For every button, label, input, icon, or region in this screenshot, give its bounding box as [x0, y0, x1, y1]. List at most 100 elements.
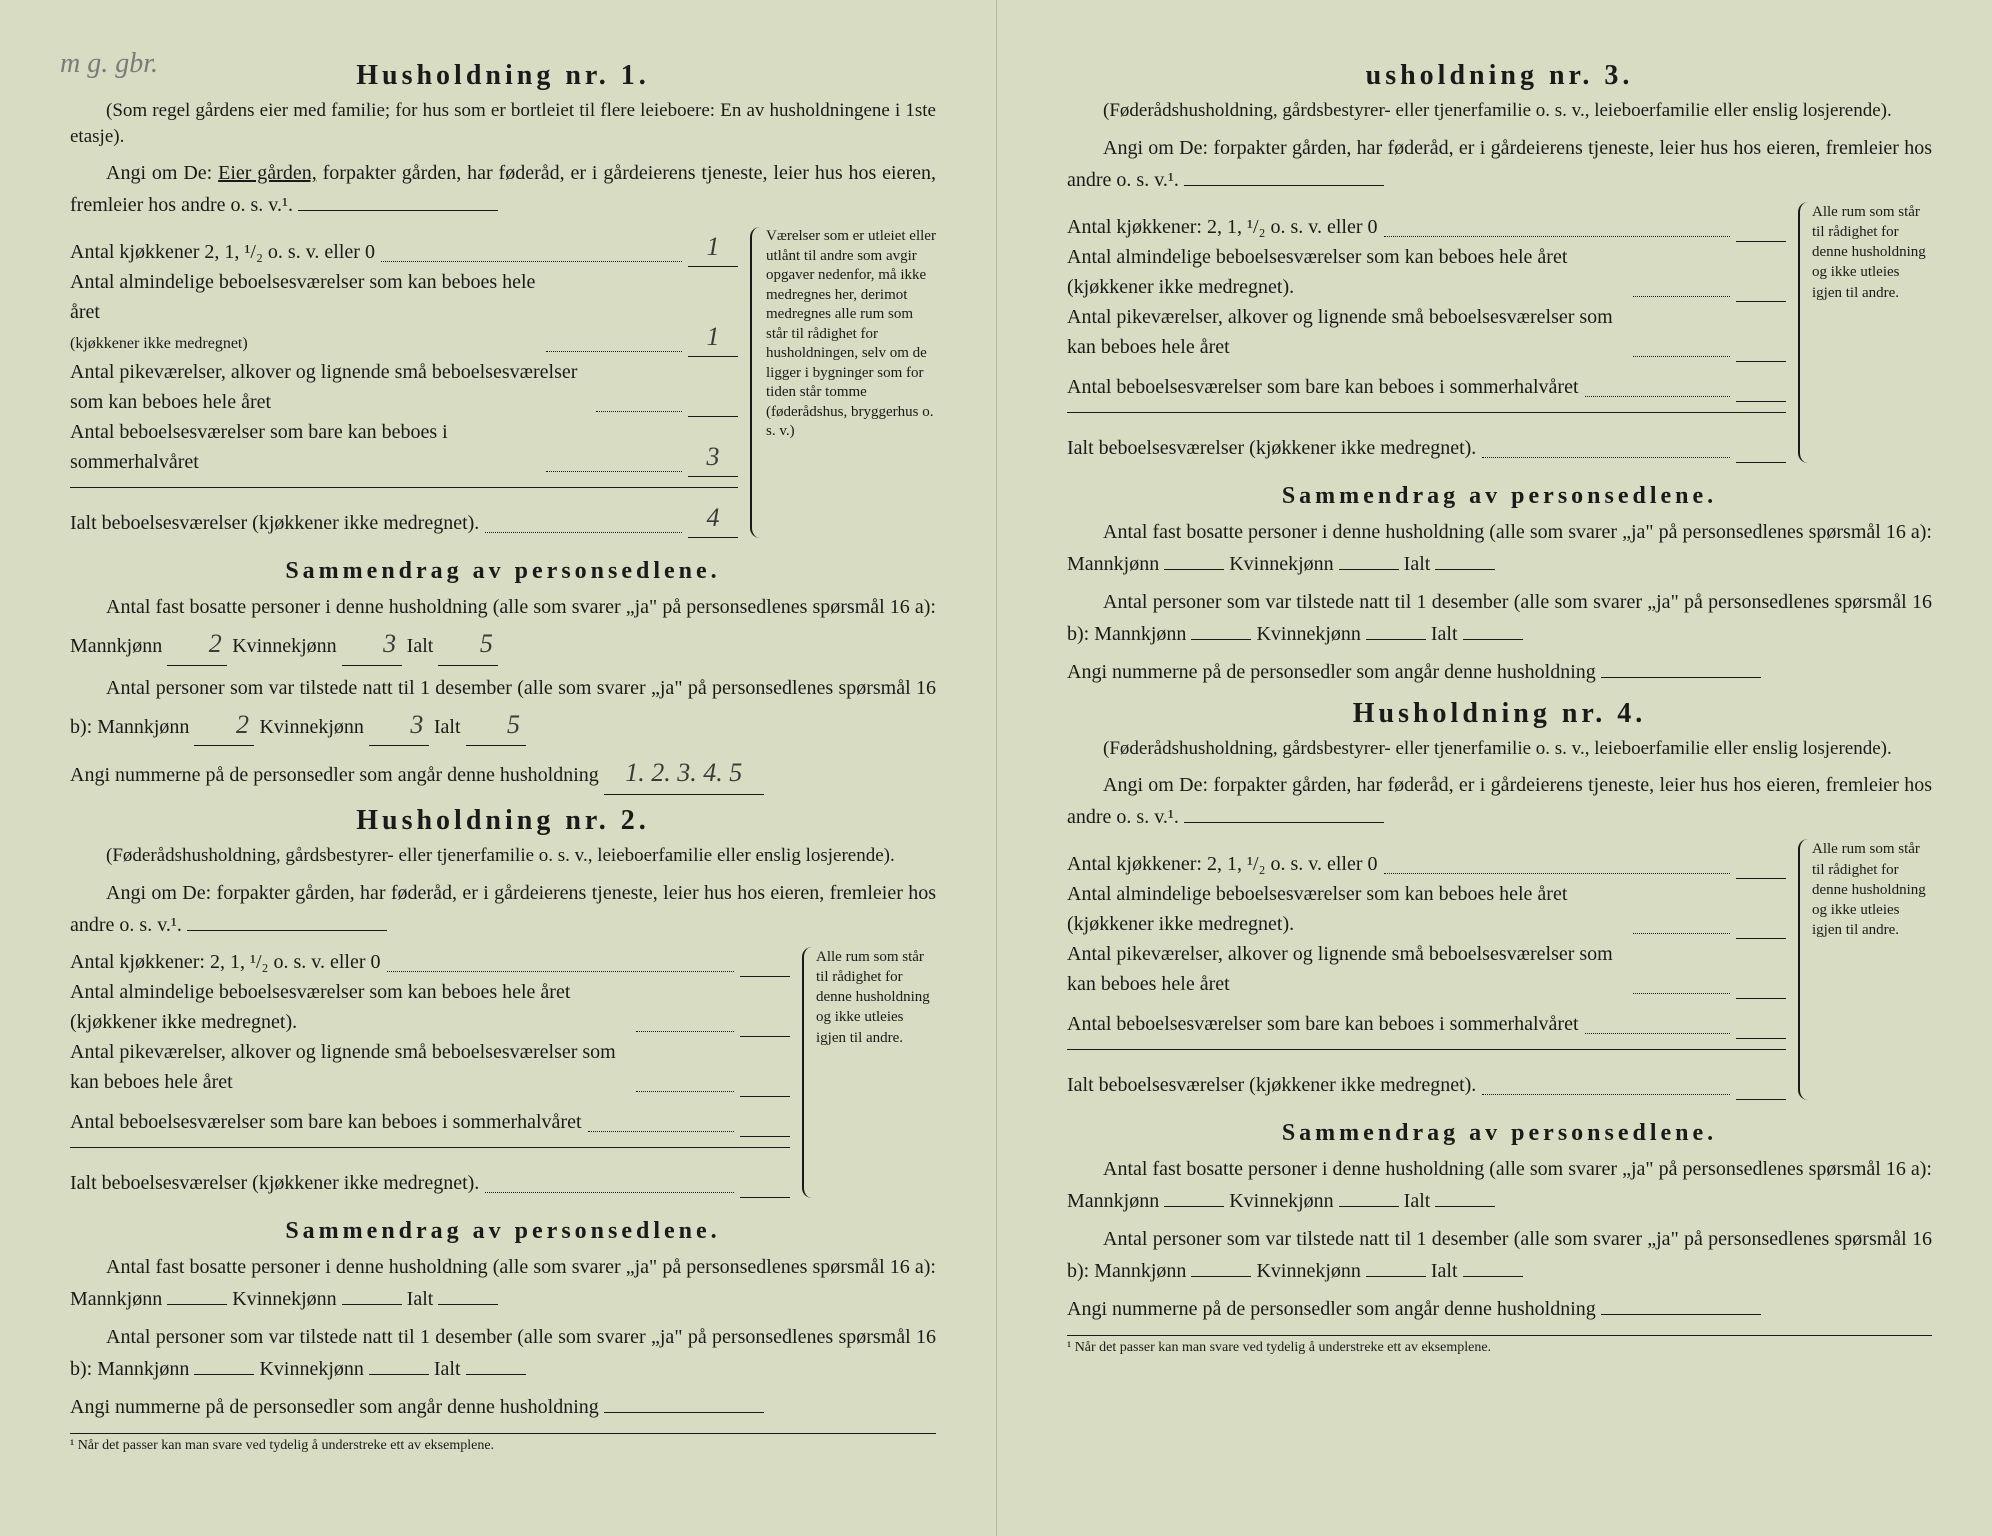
- q16b-tlabel: Ialt: [434, 716, 461, 738]
- left-leaf: m g. gbr. Husholdning nr. 1. (Som regel …: [0, 0, 996, 1536]
- q16a-m-3[interactable]: [1164, 569, 1224, 570]
- roomssmall-value-2[interactable]: .: [740, 1057, 790, 1097]
- household-4-q16b: Antal personer som var tilstede natt til…: [1067, 1223, 1932, 1287]
- household-3-sammendrag: Sammendrag av personsedlene.: [1067, 483, 1932, 510]
- row-kitchens-3: Antal kjøkkener: 2, 1, ¹/₂ o. s. v. elle…: [1067, 202, 1786, 242]
- household-2-sammendrag: Sammendrag av personsedlene.: [70, 1218, 936, 1245]
- household-3-q16b: Antal personer som var tilstede natt til…: [1067, 586, 1932, 650]
- q16b-k-4[interactable]: [1366, 1276, 1426, 1277]
- roomssummer-label: Antal beboelsesværelser som bare kan beb…: [70, 417, 540, 477]
- roomsyear-value[interactable]: 1: [688, 317, 738, 357]
- roomstotal-value-2[interactable]: .: [740, 1158, 790, 1198]
- q16a-k-3[interactable]: [1339, 569, 1399, 570]
- q16b-klabel-4: Kvinnekjønn: [1256, 1260, 1360, 1282]
- q16a-tlabel-3: Ialt: [1404, 553, 1431, 575]
- q16b-t-3[interactable]: [1463, 639, 1523, 640]
- roomssummer-value-4[interactable]: .: [1736, 999, 1786, 1039]
- row-kitchens-4: Antal kjøkkener: 2, 1, ¹/₂ o. s. v. elle…: [1067, 839, 1786, 879]
- kitchens-label: Antal kjøkkener 2, 1, ¹/₂ o. s. v. eller…: [70, 237, 375, 267]
- q16a-m[interactable]: 2: [167, 623, 227, 666]
- q16a-klabel-2: Kvinnekjønn: [232, 1288, 336, 1310]
- row-roomstotal-2: Ialt beboelsesværelser (kjøkkener ikke m…: [70, 1158, 790, 1198]
- household-3-title: usholdning nr. 3.: [1067, 60, 1932, 92]
- household-3-nummerne: Angi nummerne på de personsedler som ang…: [1067, 656, 1932, 688]
- nummerne-value[interactable]: 1. 2. 3. 4. 5: [604, 752, 764, 795]
- row-roomssmall-3: Antal pikeværelser, alkover og lignende …: [1067, 302, 1786, 362]
- q16a-m-2[interactable]: [167, 1304, 227, 1305]
- roomssummer-value-2[interactable]: .: [740, 1097, 790, 1137]
- roomssummer-value-3[interactable]: .: [1736, 362, 1786, 402]
- roomsyear-label-4: Antal almindelige beboelsesværelser som …: [1067, 879, 1627, 939]
- q16b-k-3[interactable]: [1366, 639, 1426, 640]
- household-3-angi: Angi om De: forpakter gården, har føderå…: [1067, 132, 1932, 196]
- roomstotal-label-4: Ialt beboelsesværelser (kjøkkener ikke m…: [1067, 1070, 1476, 1100]
- q16a-t-4[interactable]: [1435, 1206, 1495, 1207]
- row-roomstotal-1: Ialt beboelsesværelser (kjøkkener ikke m…: [70, 498, 738, 538]
- q16b-t-2[interactable]: [466, 1374, 526, 1375]
- roomsyear-value-4[interactable]: .: [1736, 899, 1786, 939]
- q16b-tlabel-3: Ialt: [1431, 623, 1458, 645]
- kitchens-value-3[interactable]: .: [1736, 202, 1786, 242]
- nummerne-value-2[interactable]: [604, 1412, 764, 1413]
- roomssmall-label-4: Antal pikeværelser, alkover og lignende …: [1067, 939, 1627, 999]
- roomssummer-value[interactable]: 3: [688, 437, 738, 477]
- q16b-m-2[interactable]: [194, 1374, 254, 1375]
- q16b-t[interactable]: 5: [466, 704, 526, 747]
- angi-label: Angi om De:: [106, 162, 212, 184]
- q16a-k-4[interactable]: [1339, 1206, 1399, 1207]
- q16a-m-4[interactable]: [1164, 1206, 1224, 1207]
- q16b-m-4[interactable]: [1191, 1276, 1251, 1277]
- nummerne-value-4[interactable]: [1601, 1314, 1761, 1315]
- roomssmall-value[interactable]: [688, 416, 738, 417]
- row-roomssmall-4: Antal pikeværelser, alkover og lignende …: [1067, 939, 1786, 999]
- q16b-m-3[interactable]: [1191, 639, 1251, 640]
- household-2-rooms-section: Antal kjøkkener: 2, 1, ¹/₂ o. s. v. elle…: [70, 947, 936, 1198]
- row-roomssmall-2: Antal pikeværelser, alkover og lignende …: [70, 1037, 790, 1097]
- household-1-sammendrag: Sammendrag av personsedlene.: [70, 558, 936, 585]
- q16a-t-2[interactable]: [438, 1304, 498, 1305]
- household-4-brace-note: Alle rum som står til rådighet for denne…: [1798, 839, 1932, 1100]
- household-4-sammendrag: Sammendrag av personsedlene.: [1067, 1120, 1932, 1147]
- nummerne-value-3[interactable]: [1601, 677, 1761, 678]
- roomsyear-value-2[interactable]: .: [740, 997, 790, 1037]
- q16a-t[interactable]: 5: [438, 623, 498, 666]
- q16b-k-2[interactable]: [369, 1374, 429, 1375]
- footnote-right: ¹ Når det passer kan man svare ved tydel…: [1067, 1335, 1932, 1356]
- q16a-k-2[interactable]: [342, 1304, 402, 1305]
- household-4-nummerne: Angi nummerne på de personsedler som ang…: [1067, 1293, 1932, 1325]
- household-1-rooms-section: Antal kjøkkener 2, 1, ¹/₂ o. s. v. eller…: [70, 227, 936, 538]
- roomssummer-label-4: Antal beboelsesværelser som bare kan beb…: [1067, 1009, 1579, 1039]
- row-kitchens-1: Antal kjøkkener 2, 1, ¹/₂ o. s. v. eller…: [70, 227, 738, 267]
- roomstotal-value-3[interactable]: .: [1736, 423, 1786, 463]
- household-2-nummerne: Angi nummerne på de personsedler som ang…: [70, 1391, 936, 1423]
- kitchens-value[interactable]: 1: [688, 227, 738, 267]
- household-4-title: Husholdning nr. 4.: [1067, 698, 1932, 730]
- row-roomsyear-4: Antal almindelige beboelsesværelser som …: [1067, 879, 1786, 939]
- household-2-angi: Angi om De: forpakter gården, har føderå…: [70, 877, 936, 941]
- roomstotal-value-4[interactable]: .: [1736, 1060, 1786, 1100]
- q16b-klabel-3: Kvinnekjønn: [1256, 623, 1360, 645]
- roomsyear-label-3: Antal almindelige beboelsesværelser som …: [1067, 242, 1627, 302]
- kitchens-label-3: Antal kjøkkener: 2, 1, ¹/₂ o. s. v. elle…: [1067, 212, 1378, 242]
- household-1-intro: (Som regel gårdens eier med familie; for…: [70, 98, 936, 149]
- roomstotal-label-3: Ialt beboelsesværelser (kjøkkener ikke m…: [1067, 433, 1476, 463]
- roomsyear-value-3[interactable]: .: [1736, 262, 1786, 302]
- row-roomssummer-4: Antal beboelsesværelser som bare kan beb…: [1067, 999, 1786, 1039]
- roomssmall-value-3[interactable]: .: [1736, 322, 1786, 362]
- angi-fill: [298, 210, 498, 211]
- roomstotal-value[interactable]: 4: [688, 498, 738, 538]
- q16b-k[interactable]: 3: [369, 704, 429, 747]
- roomssummer-label-2: Antal beboelsesværelser som bare kan beb…: [70, 1107, 582, 1137]
- q16b-m[interactable]: 2: [194, 704, 254, 747]
- row-roomstotal-3: Ialt beboelsesværelser (kjøkkener ikke m…: [1067, 423, 1786, 463]
- row-kitchens-2: Antal kjøkkener: 2, 1, ¹/₂ o. s. v. elle…: [70, 947, 790, 977]
- q16b-t-4[interactable]: [1463, 1276, 1523, 1277]
- roomsyear-label-2: Antal almindelige beboelsesværelser som …: [70, 977, 630, 1037]
- row-roomssummer-1: Antal beboelsesværelser som bare kan beb…: [70, 417, 738, 477]
- q16a-t-3[interactable]: [1435, 569, 1495, 570]
- roomssmall-value-4[interactable]: .: [1736, 959, 1786, 999]
- kitchens-value-4[interactable]: .: [1736, 839, 1786, 879]
- kitchens-value-2[interactable]: [740, 976, 790, 977]
- q16a-k[interactable]: 3: [342, 623, 402, 666]
- q16b-tlabel-4: Ialt: [1431, 1260, 1458, 1282]
